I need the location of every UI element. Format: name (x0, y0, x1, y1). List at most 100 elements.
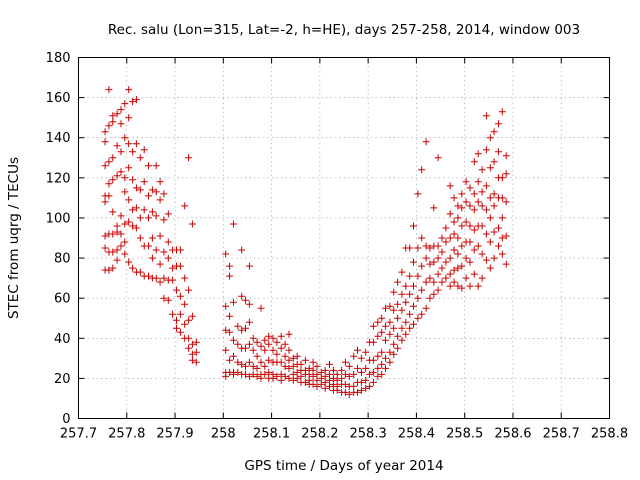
data-point (176, 328, 184, 336)
data-point (450, 194, 458, 202)
data-point (188, 356, 196, 364)
data-point (386, 318, 394, 326)
data-point (458, 204, 466, 212)
data-point (313, 376, 321, 384)
data-point (366, 382, 374, 390)
data-point (181, 320, 189, 328)
data-point (121, 238, 129, 246)
data-point (169, 264, 177, 272)
data-point (160, 190, 168, 198)
data-points (101, 86, 510, 398)
data-point (426, 274, 434, 282)
data-point (188, 220, 196, 228)
data-point (374, 318, 382, 326)
x-tick-label: 258.2 (301, 427, 338, 442)
data-point (234, 358, 242, 366)
data-point (297, 360, 305, 368)
data-point (326, 382, 333, 390)
data-point (317, 368, 325, 376)
data-point (418, 310, 426, 318)
data-point (478, 188, 486, 196)
data-point (169, 276, 177, 284)
data-point (145, 162, 152, 170)
data-point (281, 352, 289, 360)
x-tick-label: 258.5 (446, 427, 483, 442)
data-point (434, 242, 442, 250)
data-point (345, 362, 353, 370)
data-point (446, 210, 454, 218)
data-point (466, 258, 474, 266)
data-point (176, 246, 184, 254)
data-point (321, 372, 329, 380)
data-point (113, 110, 121, 118)
data-point (277, 344, 285, 352)
data-point (474, 150, 482, 158)
data-point (498, 108, 506, 116)
data-point (109, 176, 117, 184)
data-point (478, 250, 486, 258)
data-point (230, 352, 237, 360)
data-point (176, 262, 184, 270)
data-point (446, 182, 454, 190)
data-point (394, 314, 402, 322)
data-point (382, 322, 389, 330)
x-tick-label: 257.7 (60, 427, 97, 442)
data-point (169, 310, 177, 318)
data-point (245, 262, 253, 270)
data-point (434, 254, 442, 262)
data-point (125, 164, 133, 172)
data-point (486, 164, 494, 172)
data-point (313, 362, 321, 370)
data-point (490, 202, 498, 210)
data-point (418, 262, 426, 270)
data-point (234, 340, 242, 348)
data-point (234, 322, 242, 330)
data-point (113, 246, 121, 254)
data-point (101, 128, 109, 136)
data-point (245, 372, 253, 380)
data-point (105, 122, 113, 130)
data-point (357, 368, 365, 376)
data-point (117, 106, 125, 114)
data-point (181, 202, 189, 210)
data-point (462, 274, 470, 282)
data-point (326, 370, 333, 378)
data-point (285, 346, 293, 354)
data-point (329, 366, 337, 374)
data-point (230, 336, 237, 344)
data-point (257, 358, 265, 366)
data-point (466, 282, 474, 290)
data-point (341, 388, 349, 396)
data-point (406, 272, 414, 280)
data-point (185, 154, 193, 162)
data-point (160, 216, 168, 224)
data-point (486, 134, 494, 142)
data-point (257, 374, 265, 382)
data-point (245, 340, 253, 348)
data-point (382, 354, 389, 362)
data-point (101, 198, 109, 206)
data-point (414, 272, 422, 280)
data-point (362, 348, 370, 356)
data-point (410, 258, 417, 266)
data-point (145, 192, 152, 200)
y-tick-label: 20 (54, 372, 71, 387)
data-point (273, 372, 281, 380)
data-point (390, 288, 398, 296)
data-point (442, 258, 450, 266)
data-point (285, 364, 293, 372)
data-point (238, 292, 246, 300)
data-point (450, 218, 458, 226)
data-point (495, 224, 502, 232)
data-point (321, 378, 329, 386)
data-point (369, 356, 377, 364)
data-point (242, 324, 249, 332)
axis-ticks: 257.7 257.8 257.9 258 258.1 258.2 258.3 258.4 25… (46, 51, 628, 442)
data-point (502, 170, 510, 178)
y-tick-label: 140 (46, 131, 71, 146)
y-tick-label: 120 (46, 171, 71, 186)
data-point (176, 310, 184, 318)
data-point (321, 366, 329, 374)
data-point (136, 268, 144, 276)
